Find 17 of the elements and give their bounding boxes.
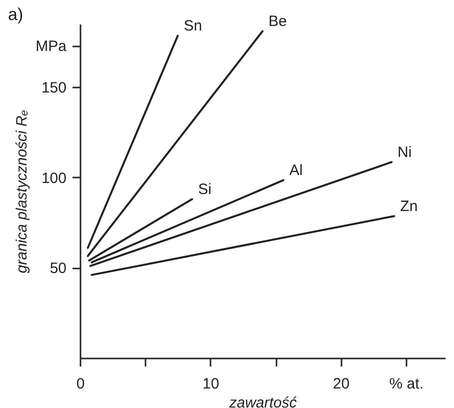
y-tick-label: 50	[50, 260, 66, 278]
x-axis-title: zawartość	[228, 394, 298, 408]
series-label: Zn	[400, 198, 418, 216]
series-label: Al	[289, 162, 303, 180]
x-tick-label: 20	[332, 376, 350, 392]
y-tick-label: MPa	[36, 38, 68, 56]
series-label: Sn	[184, 18, 202, 35]
series-label: Be	[268, 13, 287, 30]
y-axis-title: granica plastyczności Rₑ	[14, 110, 31, 274]
series-label: Ni	[398, 144, 412, 162]
series-label: Si	[198, 181, 212, 198]
x-tick-label: 0	[76, 376, 85, 392]
chart-title: a)	[8, 5, 24, 24]
x-tick-label: % at.	[389, 376, 424, 392]
y-tick-label: 100	[41, 170, 66, 187]
y-tick-label: 150	[41, 80, 66, 97]
x-tick-label: 10	[202, 376, 220, 392]
